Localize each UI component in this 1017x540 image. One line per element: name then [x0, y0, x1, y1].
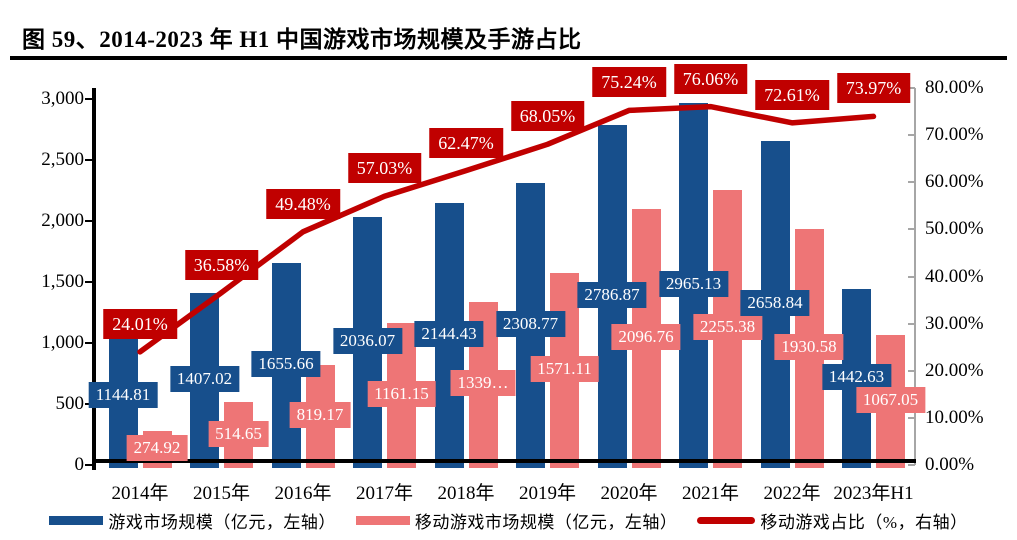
x-axis-label: 2015年 — [192, 483, 250, 504]
bar-value-label-mobile-game-market: 819.17 — [289, 402, 351, 429]
bar-value-label-game-market: 1655.66 — [251, 351, 321, 377]
bar-value-label-game-market: 2036.07 — [332, 327, 403, 354]
bar-value-label-mobile-game-market: 2096.76 — [611, 324, 681, 351]
legend-swatch-mobile-share-line — [697, 517, 756, 524]
bar-value-label-game-market: 2144.43 — [414, 321, 484, 348]
x-axis-label: 2014年 — [111, 483, 169, 504]
left-axis-tick — [85, 403, 92, 405]
right-axis-tick — [908, 181, 915, 184]
left-y-axis-line — [92, 88, 96, 470]
right-axis-tick — [908, 134, 915, 137]
right-axis-tick — [908, 464, 915, 466]
line-point-label: 72.61% — [755, 79, 829, 110]
left-axis-tick — [85, 220, 92, 222]
bar-value-label-game-market: 1144.81 — [88, 382, 158, 409]
right-axis-tick — [908, 369, 915, 372]
left-axis-tick — [85, 159, 92, 161]
chart-area: 0 500 1,000 1,500 2,000 2,500 3,000 0.00% 10.00%… — [0, 60, 1017, 510]
bar-value-label-mobile-game-market: 2255.38 — [692, 314, 763, 341]
bar-value-label-mobile-game-market: 1930.58 — [774, 334, 844, 361]
left-axis-tick — [85, 98, 92, 100]
legend-swatch-game-market — [49, 516, 104, 525]
right-axis-tick-label: 70.00% — [925, 124, 984, 146]
right-axis-tick-label: 60.00% — [925, 171, 984, 193]
right-axis-tick-label: 50.00% — [925, 218, 984, 240]
line-point-label: 24.01% — [103, 308, 177, 339]
bar-value-label-mobile-game-market: 1339… — [450, 370, 516, 397]
legend-label-mobile-share: 移动游戏占比（%，右轴） — [760, 513, 968, 532]
right-axis-tick-label: 20.00% — [925, 359, 984, 381]
line-point-label: 73.97% — [836, 73, 911, 104]
right-axis-tick-label: 0.00% — [925, 454, 975, 475]
line-point-label: 76.06% — [673, 63, 748, 94]
right-axis-tick — [908, 87, 915, 89]
bar-value-label-mobile-game-market: 1067.05 — [855, 386, 926, 413]
left-axis-tick — [85, 281, 92, 283]
legend-item-mobile-game-market: 移动游戏市场规模（亿元，左轴） — [355, 508, 678, 533]
x-axis-label: 2019年 — [518, 483, 576, 504]
bar-value-label-mobile-game-market: 274.92 — [126, 435, 188, 462]
right-y-axis-line — [914, 88, 916, 465]
right-axis-tick-label: 40.00% — [925, 265, 984, 287]
title-underline — [10, 56, 1007, 60]
left-axis-tick-label: 2,000 — [41, 210, 84, 231]
line-point-label: 62.47% — [429, 127, 503, 158]
bar-value-label-game-market: 1407.02 — [169, 366, 240, 393]
line-point-label: 57.03% — [347, 153, 422, 184]
right-axis-tick — [908, 322, 915, 325]
bar-value-label-game-market: 2965.13 — [658, 271, 729, 298]
bar-value-label-game-market: 1442.63 — [821, 363, 892, 390]
line-point-label: 36.58% — [184, 249, 259, 280]
x-axis-label: 2022年 — [763, 483, 821, 504]
bar-value-label-game-market: 2786.87 — [577, 282, 647, 308]
line-point-label: 68.05% — [510, 101, 585, 132]
legend-swatch-mobile-game-market — [355, 516, 410, 525]
legend-label-game-market: 游戏市场规模（亿元，左轴） — [108, 513, 336, 532]
x-axis-label: 2020年 — [600, 483, 658, 504]
right-axis-tick-label: 10.00% — [925, 406, 984, 428]
left-axis-tick-label: 2,500 — [41, 149, 84, 170]
x-axis-label: 2023年H1 — [833, 483, 914, 504]
left-axis-tick — [85, 464, 92, 466]
right-axis-tick — [908, 416, 915, 419]
x-axis-label: 2016年 — [274, 483, 332, 504]
right-axis-tick — [908, 275, 915, 278]
bar-value-label-game-market: 2308.77 — [495, 311, 566, 338]
left-axis-tick-label: 3,000 — [41, 88, 84, 109]
legend: 游戏市场规模（亿元，左轴） 移动游戏市场规模（亿元，左轴） 移动游戏占比（%，右… — [0, 508, 1017, 533]
left-axis-tick-label: 0 — [74, 454, 85, 475]
bar-value-label-mobile-game-market: 1161.15 — [367, 381, 436, 408]
left-axis-tick-label: 1,000 — [41, 332, 84, 353]
bar-value-label-mobile-game-market: 1571.11 — [530, 356, 599, 383]
legend-item-game-market: 游戏市场规模（亿元，左轴） — [49, 508, 336, 533]
x-axis-label: 2017年 — [355, 483, 413, 504]
x-axis-label: 2018年 — [437, 483, 495, 504]
figure-title: 图 59、2014-2023 年 H1 中国游戏市场规模及手游占比 — [22, 27, 582, 52]
left-axis-tick-label: 1,500 — [41, 271, 84, 292]
left-axis-tick-label: 500 — [55, 393, 85, 414]
bar-value-label-mobile-game-market: 514.65 — [208, 420, 269, 447]
legend-item-mobile-share: 移动游戏占比（%，右轴） — [697, 508, 967, 533]
x-axis-label: 2021年 — [681, 483, 739, 504]
line-point-label: 49.48% — [266, 188, 340, 219]
right-axis-tick-label: 30.00% — [925, 312, 984, 334]
x-axis-line — [92, 459, 916, 463]
left-axis-tick — [85, 342, 92, 344]
right-axis-tick-label: 80.00% — [925, 77, 984, 98]
bar-value-label-game-market: 2658.84 — [740, 289, 810, 316]
line-point-label: 75.24% — [592, 67, 666, 98]
legend-label-mobile-game-market: 移动游戏市场规模（亿元，左轴） — [414, 513, 678, 532]
right-axis-tick — [908, 228, 915, 231]
